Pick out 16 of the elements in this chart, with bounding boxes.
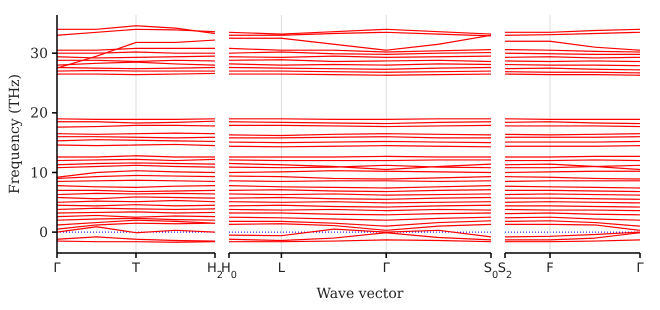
y-tick-label: 10: [30, 165, 48, 182]
y-tick-label: 20: [30, 106, 48, 122]
x-tick-label: S$_{0}$: [484, 261, 498, 280]
x-tick-label: S$_{2}$: [498, 261, 512, 280]
x-tick-label: T: [131, 261, 140, 276]
x-tick-label: L: [278, 261, 286, 276]
x-tick-label: Γ: [636, 261, 644, 276]
x-tick-label: Γ: [53, 261, 62, 276]
y-axis-title: Frequency (THz): [6, 74, 23, 194]
y-tick-label: 30: [30, 46, 48, 62]
x-axis-title: Wave vector: [316, 286, 404, 302]
y-tick-label: 0: [39, 225, 48, 242]
x-tick-label: H$_{0}$: [221, 261, 237, 280]
x-tick-label: H$_{2}$: [207, 261, 223, 280]
x-tick-label: Γ: [382, 261, 391, 276]
x-tick-label: F: [546, 261, 554, 276]
